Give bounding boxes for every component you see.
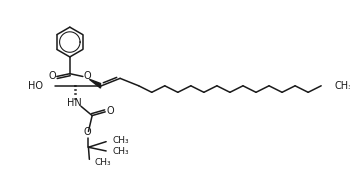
Text: CH₃: CH₃ [113,136,129,145]
Text: HO: HO [28,81,43,91]
Text: CH₃: CH₃ [94,158,111,167]
Text: O: O [84,127,91,137]
Polygon shape [89,79,100,88]
Text: O: O [48,71,56,81]
Text: CH₃: CH₃ [113,147,129,156]
Text: O: O [84,71,91,80]
Text: CH₃: CH₃ [334,81,350,91]
Text: HN: HN [67,97,82,108]
Text: O: O [106,106,114,116]
